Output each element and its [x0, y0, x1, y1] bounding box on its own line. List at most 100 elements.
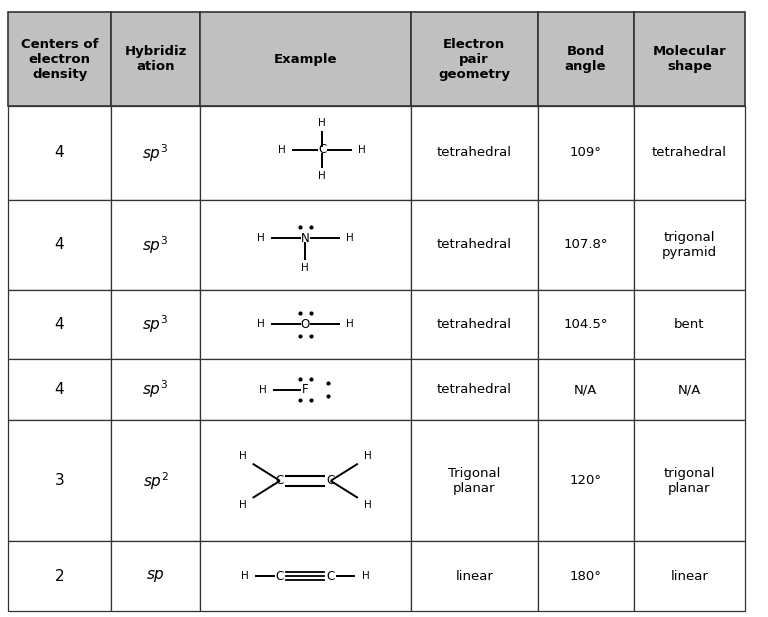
Text: 107.8°: 107.8°	[564, 238, 607, 251]
Text: 4: 4	[55, 145, 65, 160]
Bar	[200, 106, 411, 199]
Bar	[411, 359, 538, 420]
Text: C: C	[318, 143, 326, 156]
Text: C: C	[276, 569, 284, 582]
Bar	[634, 290, 745, 359]
Text: H: H	[260, 384, 267, 395]
Text: $\mathit{sp}^3$: $\mathit{sp}^3$	[142, 313, 169, 335]
Bar	[411, 199, 538, 290]
Text: linear: linear	[455, 569, 493, 582]
Bar	[634, 12, 745, 106]
Text: trigonal
planar: trigonal planar	[664, 467, 715, 495]
Text: F: F	[302, 383, 309, 396]
Text: bent: bent	[674, 318, 704, 331]
Bar	[538, 12, 634, 106]
Bar	[411, 290, 538, 359]
Bar	[8, 12, 111, 106]
Bar	[111, 106, 200, 199]
Bar	[8, 542, 111, 611]
Bar	[200, 199, 411, 290]
Text: 120°: 120°	[570, 474, 601, 487]
Bar	[111, 542, 200, 611]
Text: C: C	[326, 474, 335, 487]
Bar	[634, 542, 745, 611]
Text: Hybridiz
ation: Hybridiz ation	[124, 45, 187, 73]
Bar	[411, 420, 538, 542]
Text: trigonal
pyramid: trigonal pyramid	[662, 231, 717, 259]
Text: tetrahedral: tetrahedral	[437, 238, 511, 251]
Bar	[634, 199, 745, 290]
Text: H: H	[346, 233, 353, 244]
Text: H: H	[364, 500, 372, 510]
Text: 4: 4	[55, 317, 65, 332]
Bar	[8, 420, 111, 542]
Bar	[200, 542, 411, 611]
Text: Trigonal
planar: Trigonal planar	[448, 467, 501, 495]
Text: H: H	[362, 571, 370, 581]
Bar	[538, 359, 634, 420]
Text: H: H	[318, 172, 326, 181]
Text: Molecular
shape: Molecular shape	[652, 45, 727, 73]
Text: 3: 3	[55, 473, 65, 488]
Text: 104.5°: 104.5°	[564, 318, 607, 331]
Text: C: C	[276, 474, 284, 487]
Text: N/A: N/A	[677, 383, 701, 396]
Text: H: H	[239, 451, 247, 462]
Bar	[200, 290, 411, 359]
Bar	[411, 106, 538, 199]
Bar	[634, 359, 745, 420]
Text: $\mathit{sp}^3$: $\mathit{sp}^3$	[142, 234, 169, 255]
Bar	[538, 420, 634, 542]
Text: H: H	[257, 233, 265, 244]
Bar	[111, 290, 200, 359]
Text: 4: 4	[55, 237, 65, 252]
Text: tetrahedral: tetrahedral	[437, 383, 511, 396]
Bar	[8, 290, 111, 359]
Text: $\mathit{sp}^3$: $\mathit{sp}^3$	[142, 142, 169, 164]
Bar	[411, 542, 538, 611]
Text: tetrahedral: tetrahedral	[437, 146, 511, 159]
Text: Example: Example	[273, 52, 337, 65]
Bar	[8, 199, 111, 290]
Text: Bond
angle: Bond angle	[564, 45, 607, 73]
Bar	[538, 542, 634, 611]
Text: H: H	[346, 320, 353, 329]
Text: $\mathit{sp}$: $\mathit{sp}$	[146, 568, 165, 584]
Text: H: H	[239, 500, 247, 510]
Text: Centers of
electron
density: Centers of electron density	[21, 38, 98, 81]
Text: N: N	[301, 232, 310, 245]
Text: H: H	[358, 145, 366, 155]
Bar	[8, 106, 111, 199]
Text: tetrahedral: tetrahedral	[437, 318, 511, 331]
Text: H: H	[240, 571, 249, 581]
Text: C: C	[326, 569, 335, 582]
Bar	[200, 420, 411, 542]
Bar	[538, 106, 634, 199]
Text: H: H	[257, 320, 265, 329]
Text: 4: 4	[55, 382, 65, 397]
Bar	[634, 420, 745, 542]
Bar	[200, 12, 411, 106]
Text: H: H	[278, 145, 286, 155]
Text: linear: linear	[670, 569, 708, 582]
Text: Electron
pair
geometry: Electron pair geometry	[439, 38, 510, 81]
Text: H: H	[301, 263, 310, 273]
Text: tetrahedral: tetrahedral	[652, 146, 727, 159]
Text: 109°: 109°	[570, 146, 601, 159]
Text: $\mathit{sp}^2$: $\mathit{sp}^2$	[143, 470, 168, 492]
Bar	[111, 199, 200, 290]
Bar	[111, 420, 200, 542]
Bar	[111, 12, 200, 106]
Text: H: H	[318, 118, 326, 128]
Bar	[538, 290, 634, 359]
Text: H: H	[364, 451, 372, 462]
Text: 2: 2	[55, 569, 65, 584]
Bar	[8, 359, 111, 420]
Text: N/A: N/A	[574, 383, 598, 396]
Text: $\mathit{sp}^3$: $\mathit{sp}^3$	[142, 379, 169, 400]
Text: O: O	[300, 318, 310, 331]
Bar	[411, 12, 538, 106]
Bar	[538, 199, 634, 290]
Bar	[634, 106, 745, 199]
Bar	[111, 359, 200, 420]
